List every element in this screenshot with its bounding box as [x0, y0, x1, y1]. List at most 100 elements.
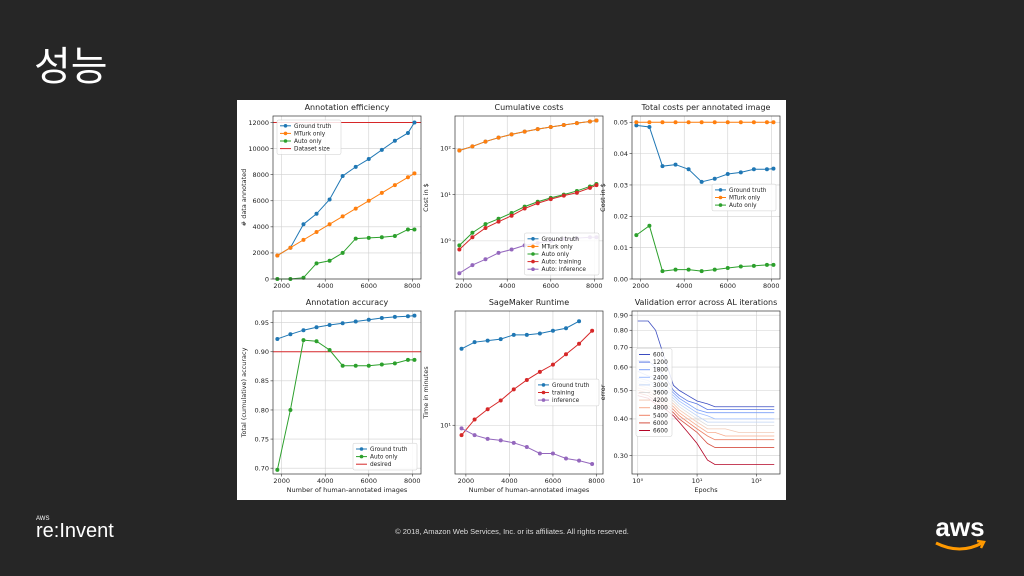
y-tick-label: 0.75: [255, 435, 269, 443]
legend-label: Ground truth: [542, 237, 580, 243]
data-point: [712, 120, 717, 125]
legend-marker: [531, 244, 535, 249]
x-tick-label: 2000: [632, 282, 649, 290]
data-point: [673, 267, 678, 272]
data-point: [751, 263, 756, 268]
legend-label: MTurk only: [729, 196, 761, 202]
data-point: [314, 211, 319, 216]
legend-marker: [359, 447, 364, 451]
data-point: [712, 267, 717, 272]
x-tick-label: 2000: [458, 477, 475, 485]
data-point: [771, 262, 776, 267]
data-point: [771, 120, 776, 125]
y-tick-label: 0.80: [614, 327, 628, 335]
x-tick-label: 2000: [273, 282, 290, 290]
data-point: [340, 363, 345, 368]
legend-marker: [718, 188, 723, 192]
data-point: [392, 183, 397, 188]
data-point: [483, 139, 488, 144]
y-tick-label: 6000: [252, 197, 269, 205]
y-tick-label: 0.50: [614, 387, 628, 395]
data-point: [301, 338, 306, 343]
data-point: [751, 120, 756, 125]
y-tick-label: 0.03: [614, 181, 628, 189]
y-axis-label: # data annotated: [240, 169, 248, 227]
data-point: [577, 458, 582, 463]
legend-label: 3600: [653, 391, 668, 397]
data-point: [412, 313, 417, 318]
data-point: [548, 197, 553, 202]
data-point: [405, 314, 410, 319]
legend-label: Ground truth: [729, 188, 767, 194]
data-point: [353, 363, 358, 368]
legend-box: [635, 348, 673, 437]
plot-frame: [454, 115, 604, 280]
data-point: [738, 120, 743, 125]
data-point: [457, 271, 462, 276]
y-axis-label: error: [599, 384, 607, 400]
data-point: [509, 213, 514, 218]
x-tick-label: 8000: [588, 477, 605, 485]
legend-label: MTurk only: [294, 131, 326, 137]
data-point: [535, 127, 540, 132]
data-point: [412, 227, 417, 232]
y-axis-label: Cost in $: [422, 183, 430, 212]
legend-label: Auto only: [294, 139, 322, 145]
data-point: [524, 377, 529, 382]
data-point: [392, 361, 397, 366]
legend-label: 1200: [653, 360, 668, 366]
data-point: [405, 227, 410, 232]
y-tick-label: 0.00: [614, 275, 628, 283]
data-point: [353, 236, 358, 241]
series-line: [459, 183, 597, 246]
data-point: [405, 357, 410, 362]
data-point: [314, 230, 319, 235]
legend-box: [352, 442, 418, 471]
data-point: [275, 467, 280, 472]
legend-box: [524, 232, 600, 276]
data-point: [288, 332, 293, 337]
y-tick-label: 0.40: [614, 415, 628, 423]
y-tick-label: 0: [265, 275, 269, 283]
data-point: [673, 162, 678, 167]
data-point: [590, 462, 595, 467]
legend-label: Ground truth: [370, 447, 408, 453]
slide-title: 성능: [34, 44, 108, 90]
chart-title: Annotation efficiency: [305, 103, 390, 112]
legend-marker: [531, 259, 535, 264]
data-point: [699, 269, 704, 274]
data-point: [764, 262, 769, 267]
data-point: [405, 175, 410, 180]
x-tick-label: 4000: [317, 477, 334, 485]
y-tick-label: 0.85: [255, 377, 269, 385]
data-point: [738, 264, 743, 269]
x-tick-label: 6000: [360, 477, 377, 485]
data-point: [327, 348, 332, 353]
x-tick-label: 8000: [404, 282, 421, 290]
data-point: [340, 250, 345, 255]
data-point: [457, 148, 462, 153]
data-point: [673, 120, 678, 125]
legend-marker: [541, 383, 546, 387]
data-point: [522, 129, 527, 134]
x-axis-label: Epochs: [694, 486, 718, 494]
data-point: [496, 250, 501, 255]
plot-frame: [631, 115, 781, 280]
x-tick-label: 2000: [273, 477, 290, 485]
y-tick-label: 10¹: [440, 191, 451, 199]
legend-label: 3000: [653, 383, 668, 389]
legend-marker: [359, 454, 364, 459]
data-point: [550, 328, 555, 333]
series-line: [636, 124, 774, 183]
data-point: [288, 407, 293, 412]
series-line: [277, 228, 415, 280]
data-point: [537, 451, 542, 456]
x-tick-label: 6000: [719, 282, 736, 290]
data-point: [634, 120, 639, 125]
y-axis-label: Time in minutes: [422, 366, 430, 420]
legend-marker: [531, 252, 535, 256]
x-tick-label: 10¹: [692, 477, 703, 485]
aws-smile: [935, 541, 983, 551]
y-tick-label: 0.70: [255, 464, 269, 472]
data-point: [412, 357, 417, 362]
